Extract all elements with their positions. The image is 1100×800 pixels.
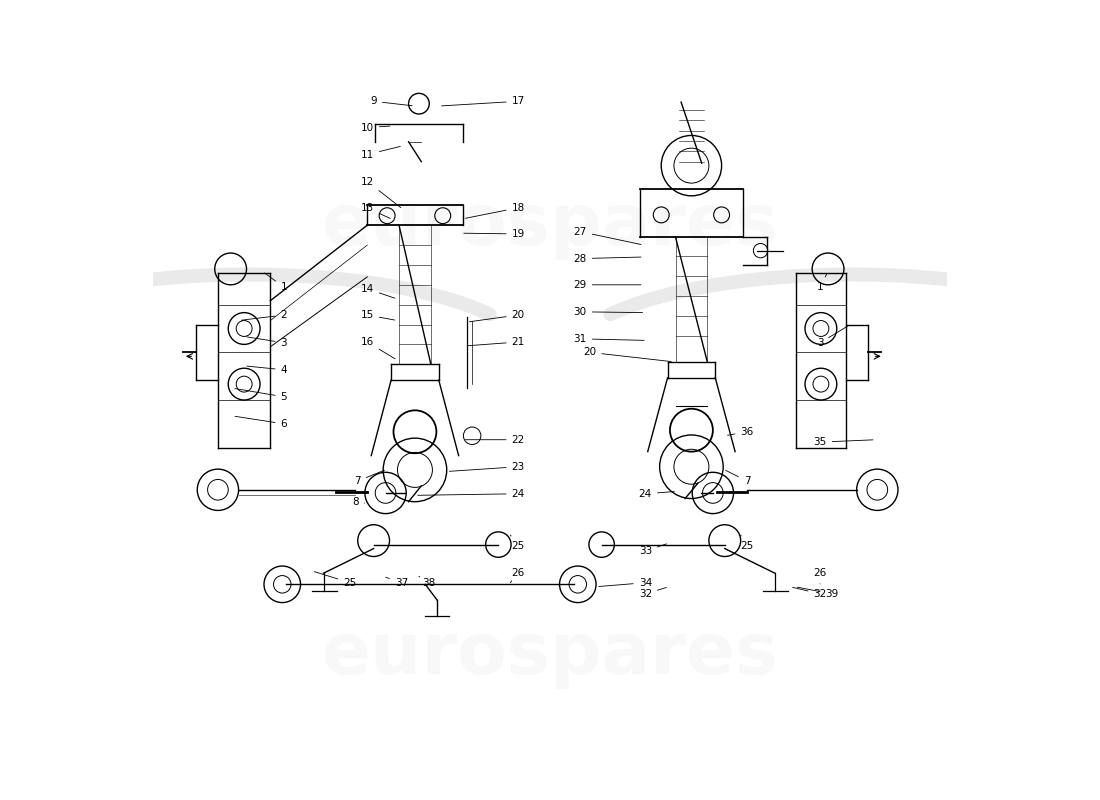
Text: 30: 30 [573, 307, 642, 317]
Text: 25: 25 [315, 572, 356, 588]
Text: 26: 26 [814, 568, 827, 584]
Text: 2: 2 [241, 310, 287, 320]
Text: 6: 6 [235, 416, 287, 429]
Text: 26: 26 [510, 568, 525, 582]
Text: 31: 31 [573, 334, 645, 344]
Text: 33: 33 [639, 544, 667, 556]
Text: 5: 5 [235, 389, 287, 402]
Text: 29: 29 [573, 280, 641, 290]
Text: 35: 35 [814, 437, 873, 447]
Text: 32: 32 [793, 587, 827, 599]
Text: 1: 1 [817, 274, 827, 292]
Text: 23: 23 [450, 462, 525, 472]
Text: 25: 25 [510, 535, 525, 551]
Text: 9: 9 [371, 96, 412, 106]
Text: 10: 10 [361, 122, 389, 133]
Text: 13: 13 [361, 202, 390, 218]
Text: 34: 34 [598, 578, 652, 588]
Text: eurospares: eurospares [321, 620, 779, 689]
Text: 16: 16 [361, 337, 395, 359]
Text: 3: 3 [246, 337, 287, 348]
Text: 3: 3 [817, 326, 848, 348]
Text: eurospares: eurospares [321, 190, 779, 260]
Text: 37: 37 [386, 578, 408, 588]
Text: 18: 18 [465, 202, 525, 218]
Text: 21: 21 [468, 337, 525, 347]
Text: 36: 36 [727, 426, 754, 437]
Text: 38: 38 [419, 576, 436, 588]
Text: 24: 24 [418, 489, 525, 498]
Text: 20: 20 [583, 347, 671, 362]
Text: 32: 32 [639, 587, 667, 599]
Text: 7: 7 [726, 470, 750, 486]
Text: 7: 7 [354, 470, 385, 486]
Text: 12: 12 [361, 177, 400, 208]
Text: 1: 1 [265, 273, 287, 292]
Text: 28: 28 [573, 254, 641, 263]
Text: 27: 27 [573, 226, 641, 245]
Text: 8: 8 [352, 498, 364, 507]
Text: 15: 15 [361, 310, 395, 320]
Text: 14: 14 [361, 284, 395, 298]
Text: 11: 11 [361, 146, 400, 159]
Text: 25: 25 [740, 535, 754, 551]
Text: 20: 20 [470, 310, 525, 322]
Text: 39: 39 [798, 587, 838, 599]
Text: 17: 17 [441, 96, 525, 106]
Text: 22: 22 [465, 434, 525, 445]
Text: 4: 4 [246, 365, 287, 375]
Text: 19: 19 [464, 229, 525, 239]
Text: 24: 24 [639, 489, 674, 498]
